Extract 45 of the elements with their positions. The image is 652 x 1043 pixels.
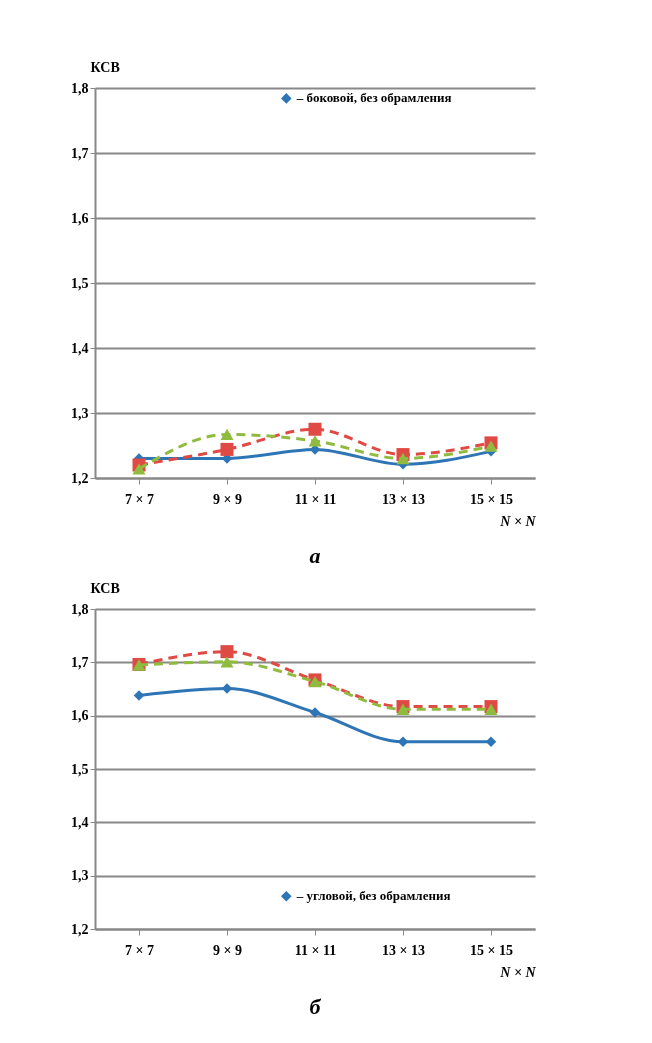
point bbox=[220, 656, 234, 668]
text: а bbox=[309, 543, 321, 568]
x-tick-label: 15 × 15 bbox=[470, 942, 513, 958]
y-tick-label: 1,8 bbox=[71, 601, 89, 617]
x-tick-label: 11 × 11 bbox=[294, 491, 337, 507]
y-tick-label: 1,5 bbox=[71, 761, 89, 777]
point bbox=[221, 683, 233, 694]
x-tick-label: 7 × 7 bbox=[125, 491, 154, 507]
x-axis-title: N × N bbox=[499, 964, 537, 980]
y-axis-title: КСВ bbox=[90, 580, 120, 596]
x-tick-label: 13 × 13 bbox=[382, 491, 425, 507]
y-tick-label: 1,2 bbox=[71, 470, 89, 486]
point bbox=[220, 428, 234, 441]
legend-label: – боковой, без обрамления bbox=[295, 90, 452, 106]
point bbox=[396, 452, 410, 465]
point bbox=[309, 707, 321, 718]
x-axis-title: N × N bbox=[499, 513, 537, 529]
y-axis-title: КСВ bbox=[90, 59, 120, 75]
x-tick-label: 11 × 11 bbox=[294, 942, 337, 958]
y-tick-label: 1,4 bbox=[71, 340, 89, 356]
y-tick-label: 1,2 bbox=[71, 921, 89, 937]
point bbox=[132, 463, 146, 475]
y-tick-label: 1,8 bbox=[71, 80, 89, 96]
point bbox=[485, 736, 497, 748]
y-tick-label: 1,7 bbox=[71, 654, 89, 670]
y-tick-label: 1,6 bbox=[71, 708, 89, 724]
point bbox=[220, 442, 234, 456]
point bbox=[220, 645, 234, 659]
point bbox=[308, 435, 322, 447]
point bbox=[133, 690, 145, 701]
x-tick-label: 15 × 15 bbox=[470, 491, 513, 507]
text: б bbox=[309, 994, 322, 1019]
y-tick-label: 1,3 bbox=[71, 868, 89, 884]
y-tick-label: 1,3 bbox=[71, 405, 89, 421]
legend-label: – угловой, без обрамления bbox=[295, 888, 451, 904]
y-tick-label: 1,5 bbox=[71, 275, 89, 291]
x-tick-label: 7 × 7 bbox=[125, 942, 154, 958]
y-tick-label: 1,6 bbox=[71, 210, 89, 226]
x-tick-label: 9 × 9 bbox=[213, 491, 242, 507]
x-tick-label: 9 × 9 bbox=[213, 942, 242, 958]
x-tick-label: 13 × 13 bbox=[382, 942, 425, 958]
y-tick-label: 1,4 bbox=[71, 814, 89, 830]
y-tick-label: 1,7 bbox=[71, 145, 89, 161]
point bbox=[484, 440, 498, 452]
point bbox=[308, 422, 322, 436]
